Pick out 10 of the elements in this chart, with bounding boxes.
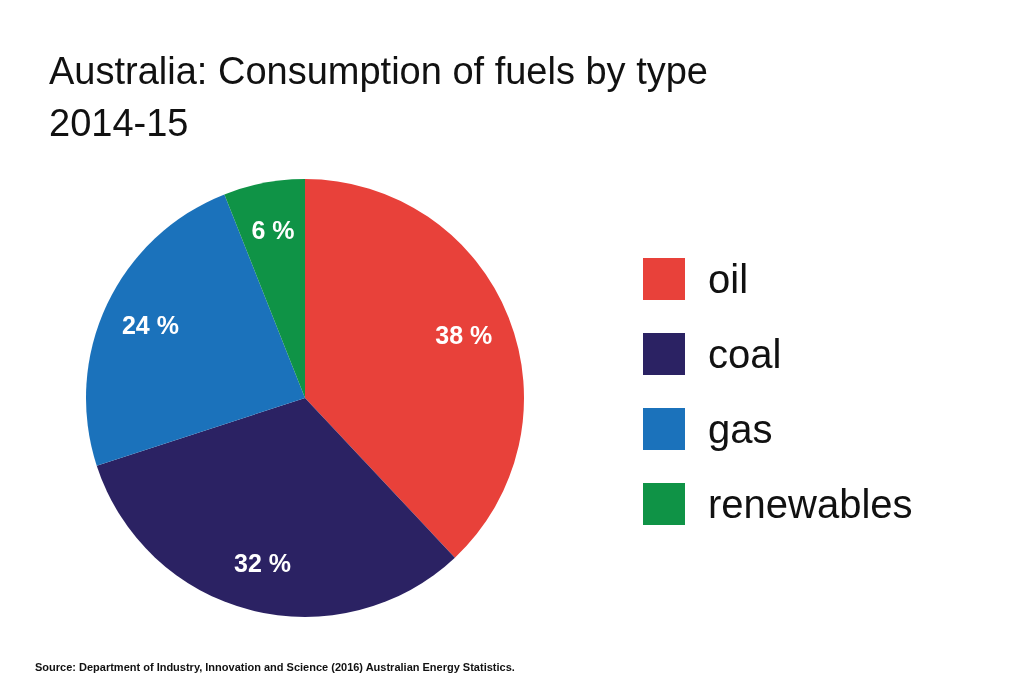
source-note: Source: Department of Industry, Innovation and Science (2016) Australian Energy Statistics. bbox=[35, 660, 515, 673]
legend-label: coal bbox=[708, 332, 782, 376]
data-label: 6 % bbox=[251, 216, 295, 245]
chart-title: Australia: Consumption of fuels by type 2014-15 bbox=[49, 50, 719, 144]
legend-label: renewables bbox=[708, 482, 913, 526]
legend-label: oil bbox=[708, 257, 749, 301]
data-label: 38 % bbox=[435, 321, 493, 350]
data-label: 32 % bbox=[234, 549, 292, 578]
data-label: 24 % bbox=[121, 311, 179, 340]
legend-label: gas bbox=[708, 407, 773, 451]
